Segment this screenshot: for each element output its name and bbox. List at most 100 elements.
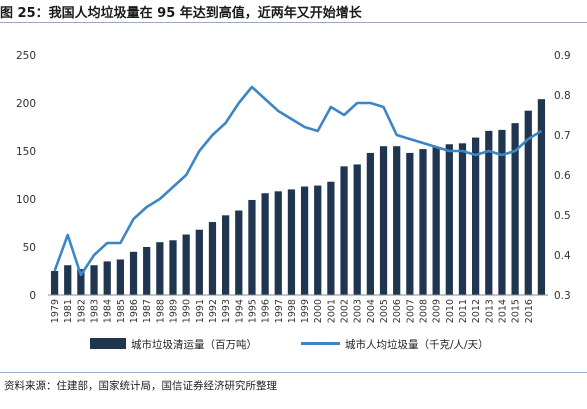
y-right-tick-label: 0.5 (554, 210, 571, 222)
bar (300, 186, 309, 295)
bar (222, 215, 230, 295)
x-tick-label: 1994 (234, 299, 245, 323)
source-divider (0, 372, 587, 373)
legend-bar-label: 城市垃圾清运量（百万吨） (131, 338, 257, 351)
x-tick-label: 2011 (458, 299, 469, 323)
x-tick-label: 2016 (524, 299, 535, 323)
y-left-tick-label: 0 (29, 290, 36, 302)
bar (64, 265, 72, 295)
bar (195, 229, 203, 295)
y-left-tick-label: 200 (16, 98, 36, 110)
x-tick-label: 1984 (103, 299, 114, 323)
x-tick-label: 2002 (340, 299, 351, 323)
x-tick-label: 1983 (90, 299, 101, 323)
source-note: 资料来源：住建部，国家统计局，国信证券经济研究所整理 (4, 380, 277, 392)
bar (314, 185, 322, 295)
line-series (53, 85, 543, 277)
bar (248, 199, 256, 295)
x-tick-label: 2006 (392, 299, 403, 323)
bar (524, 110, 532, 296)
x-tick-label: 2009 (432, 299, 443, 323)
x-tick-label: 2000 (313, 299, 324, 323)
x-tick-label: 2004 (366, 299, 377, 323)
x-axis: 1979 1981 1982 1983 1984 1985 1986 1987 1988 1989… (50, 299, 535, 323)
y-left-axis: 0 50 100 150 200 250 (16, 50, 36, 302)
bar (419, 149, 427, 295)
y-right-tick-label: 0.9 (554, 50, 571, 62)
x-tick-label: 1998 (287, 299, 298, 323)
x-tick-label: 1993 (221, 299, 232, 323)
y-right-tick-label: 0.8 (554, 90, 571, 102)
bar (103, 261, 111, 295)
bar (235, 210, 243, 295)
x-tick-label: 1992 (208, 299, 219, 323)
page-title: 图 25：我国人均垃圾量在 95 年达到高值，近两年又开始增长 (0, 6, 362, 21)
chart: 0 50 100 150 200 250 0.3 0.4 0.5 0.6 0.7 0.8 0.9 19… (16, 50, 571, 351)
bar (274, 191, 282, 295)
x-tick-label: 1982 (76, 299, 87, 323)
bar (379, 146, 388, 295)
x-tick-label: 1995 (247, 299, 258, 323)
x-tick-label: 1990 (182, 299, 193, 323)
bar (116, 259, 124, 295)
legend: 城市垃圾清运量（百万吨） 城市人均垃圾量（千克/人/天） (90, 338, 489, 351)
x-tick-label: 2007 (405, 299, 416, 323)
x-tick-label: 2010 (445, 299, 456, 323)
bar (287, 189, 296, 295)
x-tick-label: 1987 (142, 299, 153, 323)
x-tick-label: 2014 (497, 299, 508, 323)
x-tick-label: 1988 (155, 299, 166, 323)
x-tick-label: 1997 (274, 299, 285, 323)
bar (77, 269, 85, 295)
bar (90, 265, 98, 295)
y-right-axis: 0.3 0.4 0.5 0.6 0.7 0.8 0.9 (554, 50, 571, 302)
bar (169, 240, 177, 295)
bar (498, 129, 506, 295)
legend-line-label: 城市人均垃圾量（千克/人/天） (345, 338, 489, 351)
x-tick-label: 1996 (261, 299, 272, 323)
x-tick-label: 2003 (353, 299, 364, 323)
x-tick-label: 1986 (129, 299, 140, 323)
y-right-tick-label: 0.4 (554, 250, 571, 262)
bar (511, 123, 519, 295)
y-right-tick-label: 0.7 (554, 130, 571, 142)
y-left-tick-label: 50 (23, 242, 36, 254)
x-tick-label: 2005 (379, 299, 390, 323)
x-tick-label: 2001 (326, 299, 337, 323)
x-tick-label: 1991 (195, 299, 206, 323)
bar (208, 222, 217, 295)
y-right-tick-label: 0.6 (554, 170, 571, 182)
bar (445, 144, 453, 295)
bar (406, 152, 414, 295)
y-left-tick-label: 250 (16, 50, 36, 62)
legend-bar-swatch (90, 338, 126, 349)
bar (50, 271, 59, 295)
x-tick-label: 1985 (116, 299, 127, 323)
bar (458, 143, 467, 295)
bar (156, 242, 164, 295)
x-tick-label: 1979 (50, 299, 61, 323)
title-divider (0, 22, 587, 23)
bar (432, 147, 440, 295)
x-tick-label: 2012 (471, 299, 482, 323)
x-tick-label: 1981 (63, 299, 74, 323)
bar (143, 247, 151, 295)
bar (327, 181, 335, 295)
x-tick-label: 2013 (484, 299, 495, 323)
bar (485, 130, 493, 295)
x-tick-label: 1999 (300, 299, 311, 323)
x-tick-label: 2015 (511, 299, 522, 323)
bar-series (50, 99, 546, 296)
bar (366, 152, 374, 295)
bar (261, 193, 269, 295)
y-right-tick-label: 0.3 (554, 290, 571, 302)
bar (472, 137, 480, 295)
bar (393, 146, 401, 295)
y-left-tick-label: 100 (16, 194, 36, 206)
bar (182, 234, 190, 295)
bar (129, 251, 138, 295)
bar (353, 164, 361, 295)
x-tick-label: 1989 (169, 299, 180, 323)
x-tick-label: 2008 (419, 299, 430, 323)
bar (537, 99, 546, 295)
